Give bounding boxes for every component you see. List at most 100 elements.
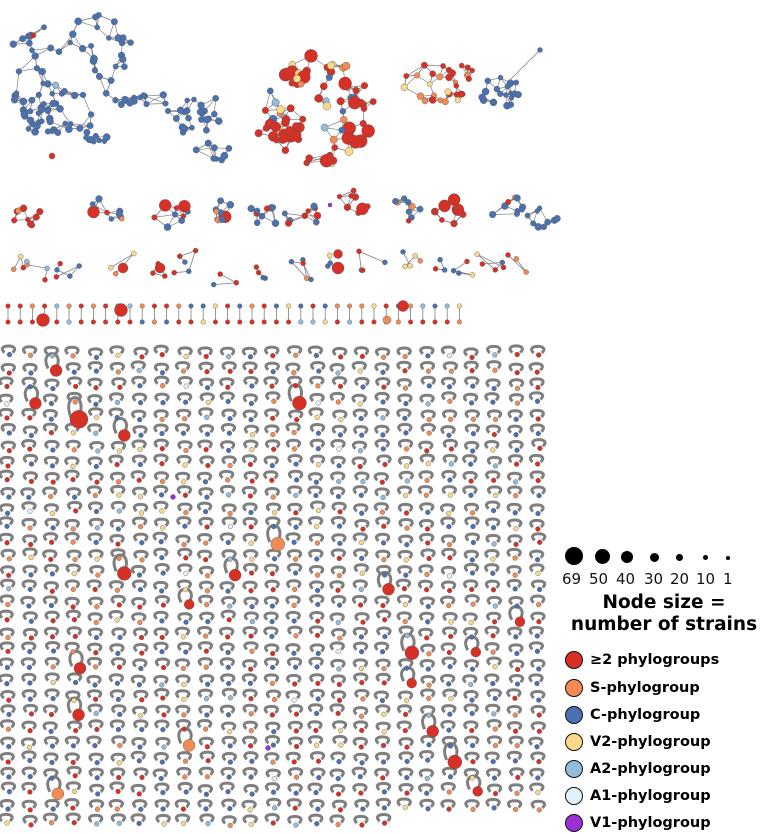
self-loop-edge (440, 516, 456, 526)
network-node (26, 603, 32, 609)
network-node (212, 303, 218, 309)
legend-label: ≥2 phylogroups (590, 652, 720, 668)
network-node (381, 759, 387, 765)
network-node (5, 726, 11, 732)
network-node (381, 805, 388, 811)
self-loop-edge (464, 532, 481, 542)
network-node (269, 477, 275, 483)
self-loop-edge (330, 674, 346, 684)
network-node (465, 75, 472, 82)
self-loop-edge (109, 719, 125, 729)
self-loop-edge (109, 781, 125, 791)
network-node (116, 664, 123, 670)
network-node (110, 18, 118, 26)
network-node (270, 759, 276, 765)
network-node (4, 383, 10, 390)
self-loop-edge (131, 392, 148, 402)
network-node (117, 384, 123, 390)
self-loop-edge (0, 704, 16, 714)
network-node (92, 682, 98, 688)
network-node (397, 300, 409, 312)
self-loop-edge (219, 581, 235, 591)
network-node (114, 680, 121, 686)
self-loop-edge (329, 363, 345, 373)
self-loop-edge (287, 453, 303, 464)
self-loop-edge (530, 485, 546, 495)
network-node (272, 136, 280, 144)
network-node (48, 602, 55, 609)
self-loop-edge (485, 767, 502, 778)
network-node (116, 760, 122, 766)
network-node (404, 665, 410, 671)
network-node (263, 205, 271, 212)
network-node (338, 417, 344, 423)
network-node (204, 588, 211, 594)
self-loop-edge (396, 594, 413, 604)
network-node (160, 570, 166, 576)
self-loop-edge (506, 565, 522, 575)
network-node (93, 539, 99, 546)
network-node (203, 696, 210, 702)
network-node (381, 665, 387, 672)
network-node (269, 383, 275, 389)
self-loop-edge (353, 346, 370, 356)
network-node (416, 92, 425, 100)
network-node (335, 821, 341, 828)
network-node (512, 586, 518, 592)
network-node (137, 604, 143, 610)
self-loop-edge (440, 565, 457, 575)
network-node (218, 216, 226, 223)
self-loop-edge (65, 563, 81, 573)
network-node (468, 461, 474, 467)
network-node (358, 416, 364, 422)
self-loop-edge (508, 362, 524, 372)
self-loop-edge (530, 751, 546, 761)
network-node (314, 821, 320, 827)
network-node (54, 267, 60, 273)
self-loop-edge (351, 456, 367, 466)
self-loop-edge (0, 673, 14, 683)
legend-label: S-phylogroup (590, 680, 700, 696)
network-node (424, 571, 430, 578)
network-node (288, 259, 295, 265)
self-loop-edge (463, 626, 479, 637)
network-node (405, 199, 412, 206)
network-node (512, 695, 518, 701)
network-node (381, 557, 387, 563)
self-loop-edge (44, 439, 60, 450)
network-node (270, 587, 276, 593)
self-loop-edge (485, 470, 501, 480)
network-node (514, 370, 520, 376)
network-node (205, 573, 211, 579)
self-loop-edge (219, 391, 235, 401)
self-loop-edge (397, 565, 413, 575)
network-node (176, 319, 182, 325)
network-node (271, 729, 277, 735)
network-node (337, 635, 343, 641)
self-loop-edge (440, 799, 456, 809)
self-loop-edge (198, 594, 214, 604)
network-node (336, 478, 342, 485)
network-node (359, 303, 365, 309)
network-node (469, 557, 475, 563)
self-loop-edge (331, 595, 347, 605)
self-loop-edge (530, 344, 546, 355)
network-node (320, 82, 328, 91)
self-loop-edge (199, 392, 215, 402)
network-node (127, 39, 134, 46)
self-loop-edge (309, 688, 325, 699)
self-loop-edge (307, 735, 324, 745)
network-node (183, 789, 189, 795)
self-loop-edge (198, 424, 215, 434)
network-node (177, 106, 185, 114)
self-loop-edge (398, 737, 414, 747)
self-loop-edge (419, 750, 435, 760)
self-loop-edge (309, 643, 325, 653)
network-node (181, 696, 187, 703)
network-node (182, 774, 188, 780)
self-loop-edge (199, 455, 215, 465)
network-node (478, 93, 486, 101)
network-node (404, 542, 410, 548)
network-node (38, 67, 46, 76)
network-node (512, 555, 518, 561)
